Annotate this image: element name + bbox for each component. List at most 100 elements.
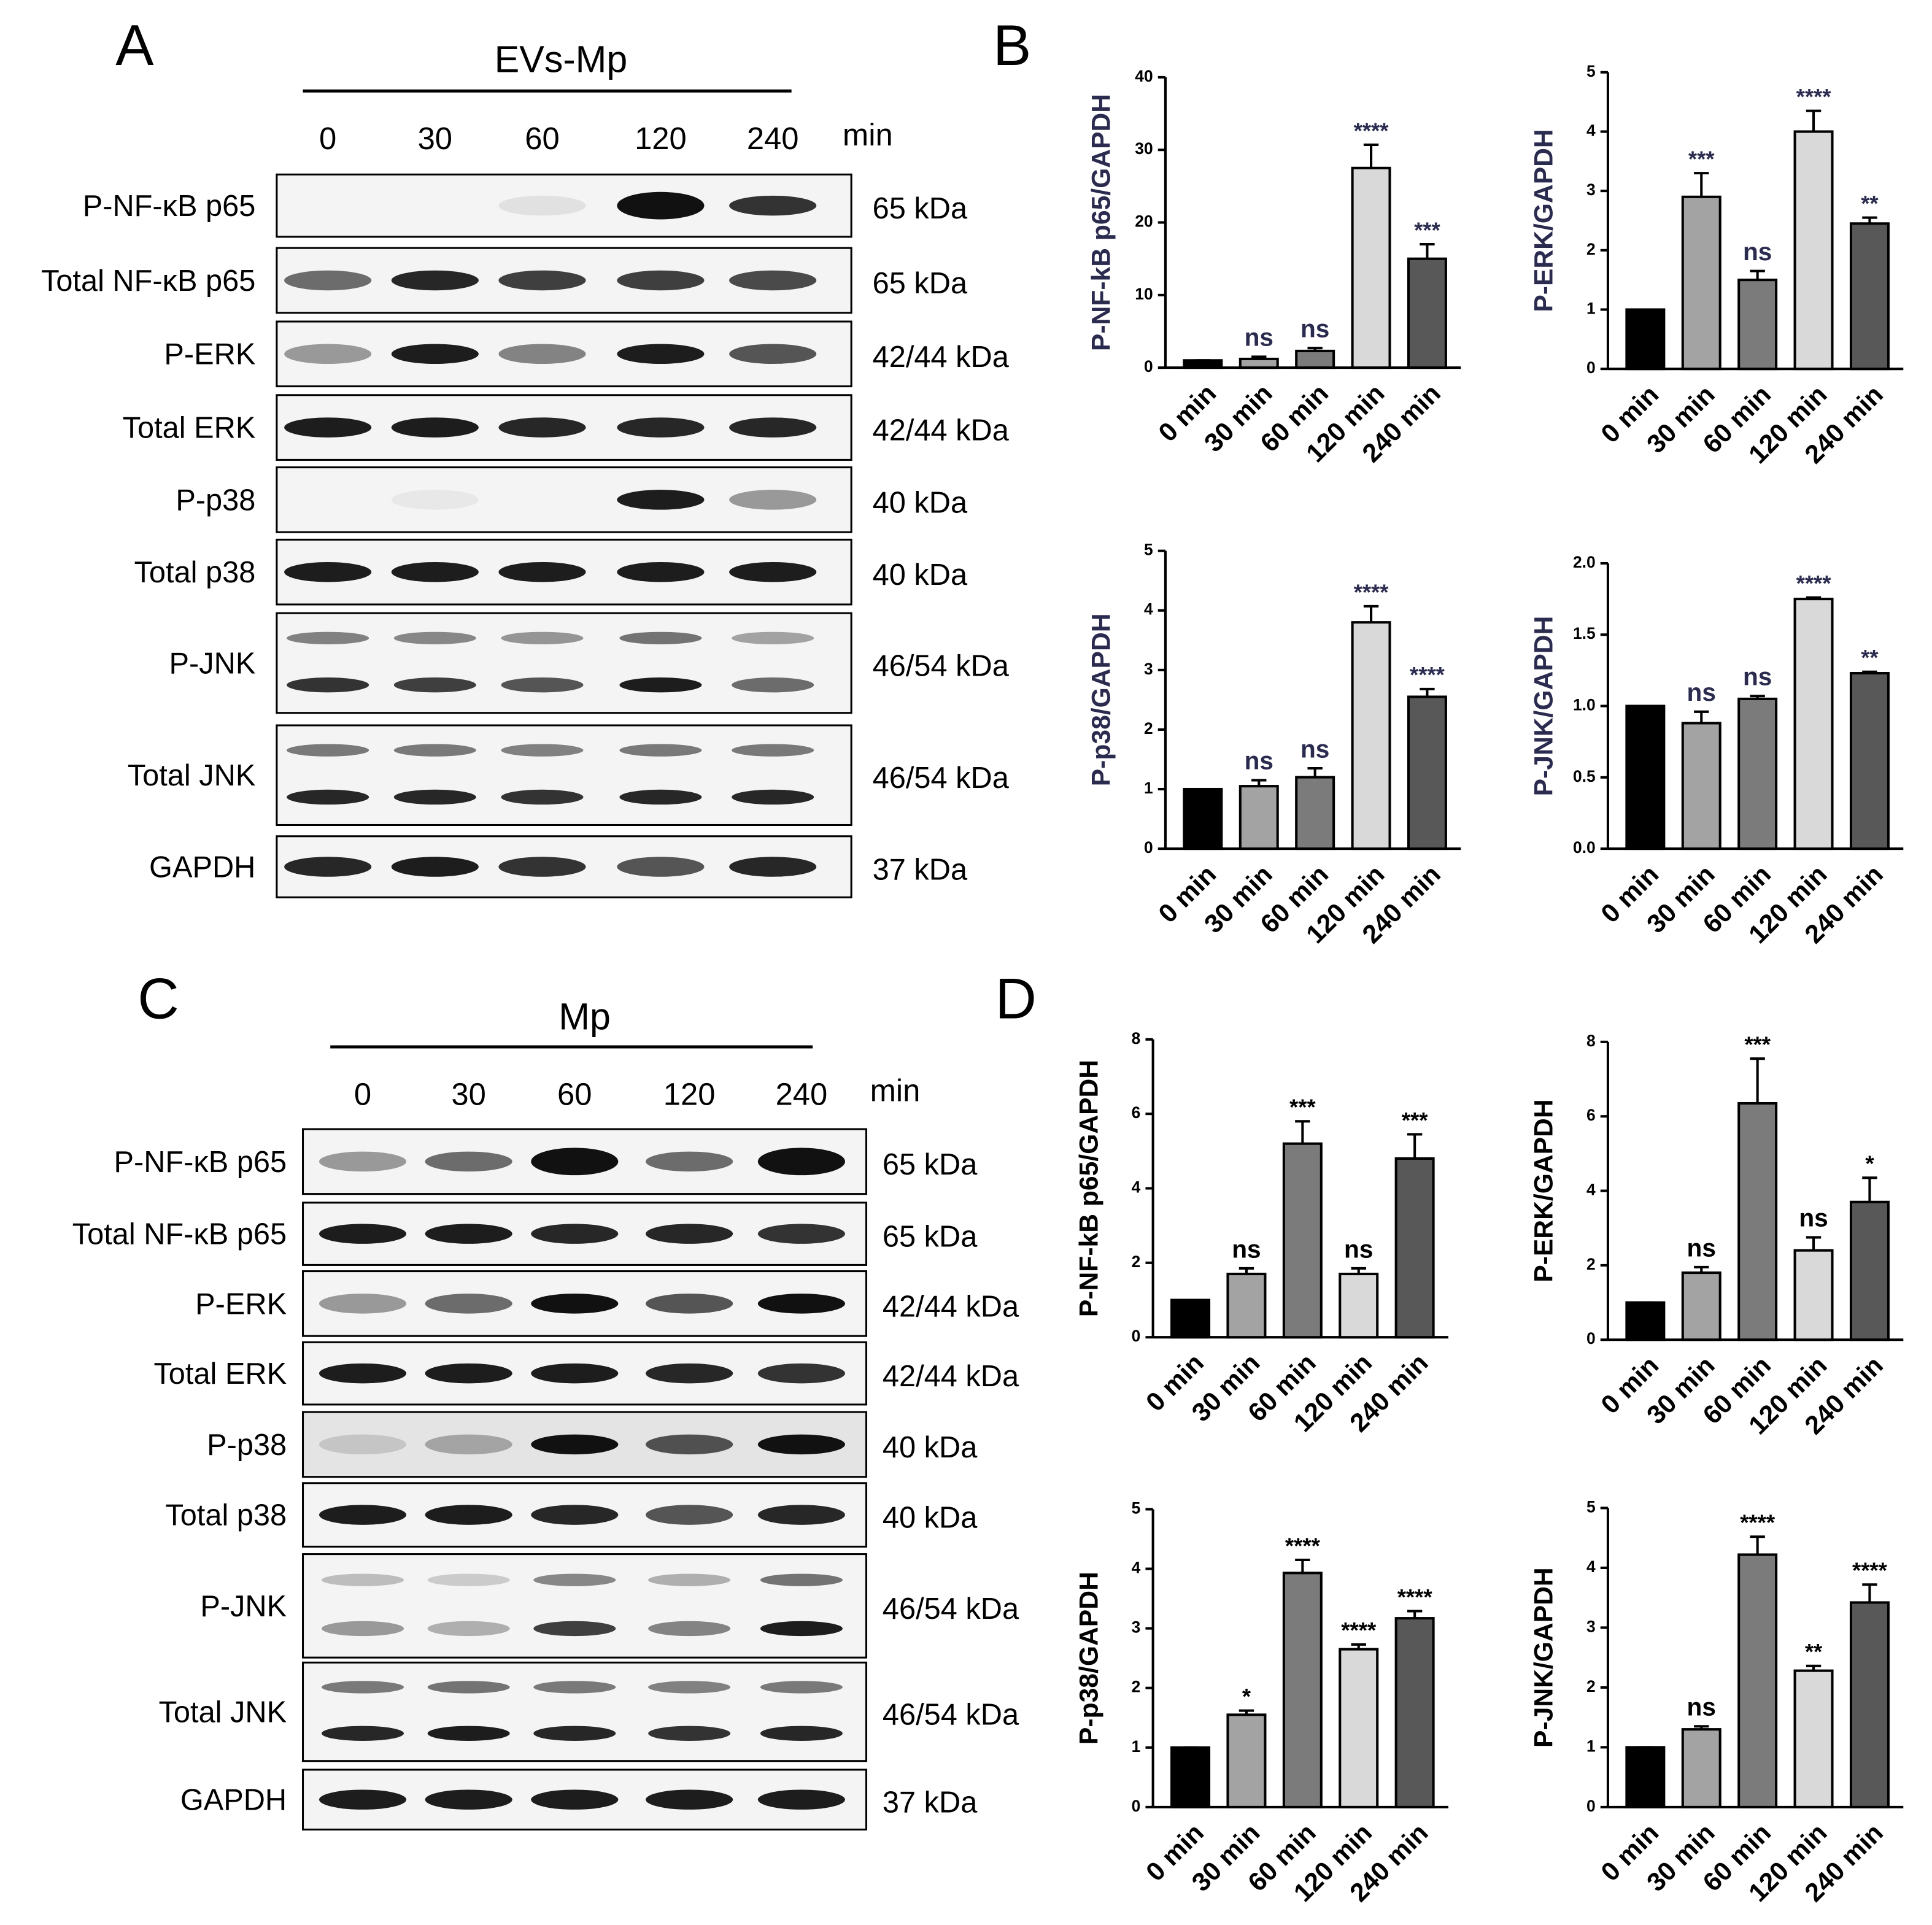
error-bar [1251,779,1267,787]
blot-size-label: 46/54 kDa [873,762,1010,795]
blot-group-label: Mp [558,995,611,1037]
blot-band [619,789,702,805]
blot-band [501,631,584,644]
blot-band [757,1224,845,1244]
error-bar [1862,1583,1877,1603]
blot-band [646,1224,733,1244]
y-tick-label: 0 [1144,838,1153,857]
blot-band [757,1434,845,1455]
bar [1183,787,1223,851]
blot-size-label: 42/44 kDa [873,341,1010,374]
blot-row-label: Total p38 [134,556,256,589]
significance-label: ** [1861,191,1879,216]
lane-label: 120 [635,121,687,156]
blot-size-label: 65 kDa [883,1148,978,1181]
blot-band [533,1573,616,1586]
blot-band [425,1434,512,1455]
blot-box [302,1661,868,1762]
blot-band [533,1621,616,1637]
blot-band [391,417,479,438]
blot-band [393,677,476,693]
lane-label: 240 [747,121,799,156]
error-bar [1862,1176,1877,1202]
y-tick-label: 2 [1586,1255,1596,1273]
blot-size-label: 40 kDa [883,1431,978,1464]
blot-size-label: 42/44 kDa [883,1360,1019,1393]
y-tick-label: 2 [1132,1252,1141,1271]
y-tick-label: 2 [1144,719,1153,738]
blot-band [729,195,817,216]
y-tick-label: 0 [1586,358,1596,377]
bar [1737,697,1778,851]
bar [1737,1553,1778,1808]
y-tick-label: 6 [1586,1106,1596,1124]
blot-band [425,1294,512,1314]
bar [1351,621,1391,851]
blot-band [427,1681,510,1694]
error-bar [1750,1057,1765,1103]
y-tick-label: 1.5 [1573,624,1596,642]
error-bar [1806,596,1822,600]
y-tick-label: 3 [1586,180,1596,199]
significance-label: **** [1354,579,1389,604]
lane-label: 240 [776,1077,828,1112]
blot-band [498,417,586,438]
y-tick-label: 30 [1135,139,1153,158]
blot-band [648,1621,731,1637]
blot-row-label: Total p38 [165,1499,287,1532]
blot-band [760,1726,843,1741]
y-tick-label: 1 [1586,299,1596,317]
blot-band [391,561,479,582]
blot-band [501,789,584,805]
error-bar [1251,355,1267,359]
blot-band [531,1363,619,1384]
blot-band [531,1224,619,1244]
bar [1681,722,1721,851]
error-bar [1407,1610,1423,1619]
blot-band [427,1621,510,1637]
y-tick-label: 2 [1586,240,1596,258]
significance-label: **** [1796,571,1832,596]
y-tick-label: 5 [1586,62,1596,80]
blot-band [760,1681,843,1694]
blot-band [391,857,479,877]
blot-size-label: 42/44 kDa [873,414,1010,447]
bar [1793,598,1834,851]
bar [1170,1298,1211,1339]
error-bar [1295,1120,1310,1144]
blot-band [287,631,369,644]
blot-band [732,631,814,644]
blot-band [284,417,372,438]
blot-band [617,857,705,877]
blot-box [302,1553,868,1659]
y-tick-label: 5 [1132,1499,1141,1517]
y-tick-label: 4 [1586,121,1596,139]
y-axis-label: P-p38/GAPDH [1087,613,1116,786]
error-bar [1238,1267,1254,1275]
significance-label: *** [1688,146,1715,171]
blot-band [619,744,702,757]
blot-band [498,857,586,877]
significance-label: ns [1687,1233,1716,1262]
y-tick-label: 0 [1132,1797,1141,1815]
bar [1849,1601,1890,1808]
blot-band [393,789,476,805]
blot-band [425,1151,512,1172]
lane-label: 120 [663,1077,716,1112]
y-tick-label: 10 [1135,285,1153,303]
blot-band [284,561,372,582]
blot-band [757,1148,845,1176]
error-bar [1351,1267,1366,1275]
significance-label: ns [1743,663,1772,691]
blot-band [617,417,705,438]
blot-band [319,1151,407,1172]
bar [1737,1101,1778,1341]
panel-letter: D [995,966,1037,1031]
blot-row-label: P-NF-κB p65 [83,190,256,223]
y-tick-label: 1 [1586,1737,1596,1755]
blot-band [501,677,584,693]
blot-band [757,1505,845,1525]
blot-size-label: 65 kDa [873,192,968,225]
